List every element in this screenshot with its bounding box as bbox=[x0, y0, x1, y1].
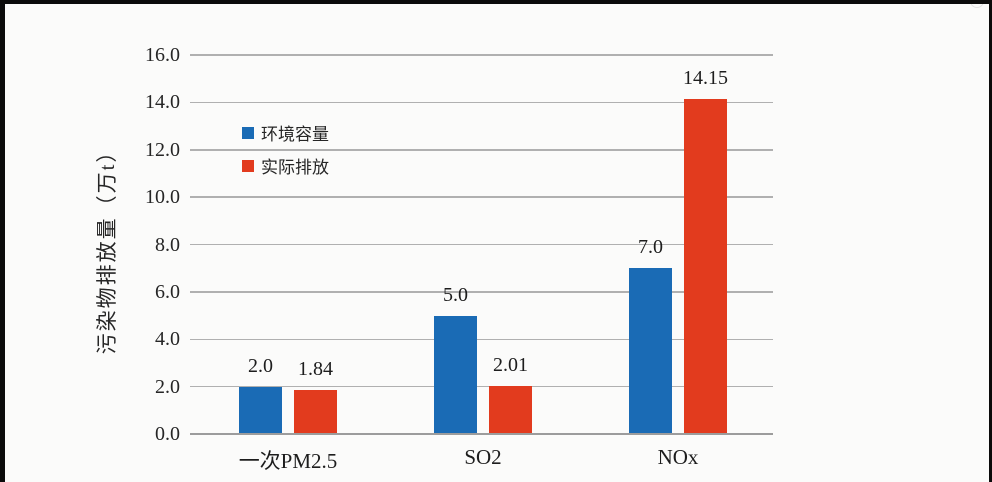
y-tick-label: 4.0 bbox=[155, 328, 180, 351]
bar-value-label: 14.15 bbox=[683, 66, 728, 89]
bar-value-label: 5.0 bbox=[443, 283, 468, 306]
gridline bbox=[190, 291, 773, 293]
x-category-label: NOx bbox=[657, 445, 699, 469]
y-tick-label: 6.0 bbox=[155, 280, 180, 303]
bar-SO2-环境容量 bbox=[434, 315, 477, 434]
bar-一次PM2.5-环境容量 bbox=[239, 386, 282, 434]
bar-value-label: 7.0 bbox=[638, 236, 663, 259]
right-frame-strip bbox=[989, 0, 992, 482]
gridline bbox=[190, 243, 773, 246]
legend-swatch-red-icon bbox=[242, 159, 254, 172]
gridline bbox=[190, 149, 773, 151]
top-frame-strip bbox=[0, 0, 992, 4]
gridline bbox=[190, 196, 773, 198]
x-category-label: SO2 bbox=[464, 445, 502, 469]
legend-item-actual: 实际排放 bbox=[242, 149, 329, 182]
bar-value-label: 2.0 bbox=[248, 354, 273, 377]
bar-SO2-实际排放 bbox=[489, 386, 532, 434]
gridline bbox=[190, 54, 773, 56]
y-tick-label: 14.0 bbox=[145, 91, 180, 114]
gridline bbox=[190, 385, 773, 388]
x-axis-line bbox=[190, 433, 773, 435]
y-tick-label: 2.0 bbox=[155, 375, 180, 398]
plot-area: 2.0 1.84 5.0 2.01 7.0 14.15 bbox=[190, 54, 773, 434]
bar-value-label: 2.01 bbox=[493, 354, 528, 377]
legend: 环境容量 实际排放 bbox=[242, 116, 329, 182]
bar-一次PM2.5-实际排放 bbox=[294, 390, 337, 434]
legend-swatch-blue-icon bbox=[242, 126, 254, 139]
legend-item-capacity: 环境容量 bbox=[242, 116, 329, 149]
y-tick-label: 10.0 bbox=[145, 186, 180, 209]
y-tick-label: 0.0 bbox=[155, 423, 180, 445]
gridline bbox=[190, 338, 773, 340]
left-frame-strip bbox=[0, 0, 5, 482]
y-tick-label: 8.0 bbox=[155, 233, 180, 256]
legend-label: 实际排放 bbox=[261, 158, 329, 177]
y-tick-label: 12.0 bbox=[145, 138, 180, 161]
bar-value-label: 1.84 bbox=[298, 358, 333, 381]
bar-NOx-环境容量 bbox=[629, 268, 672, 434]
x-category-label: 一次PM2.5 bbox=[238, 449, 338, 473]
legend-label: 环境容量 bbox=[261, 125, 329, 144]
bar-NOx-实际排放 bbox=[684, 98, 727, 434]
y-tick-label: 16.0 bbox=[145, 44, 180, 66]
gridline bbox=[190, 101, 773, 104]
